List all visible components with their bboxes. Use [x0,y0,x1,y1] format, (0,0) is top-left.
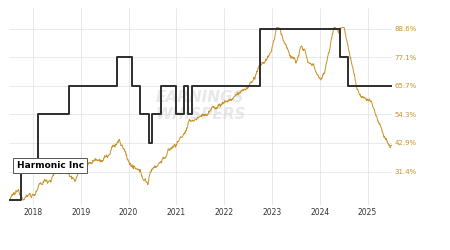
Text: EARNINGS
WHISPERS: EARNINGS WHISPERS [155,90,246,122]
Text: Harmonic Inc: Harmonic Inc [17,161,84,170]
